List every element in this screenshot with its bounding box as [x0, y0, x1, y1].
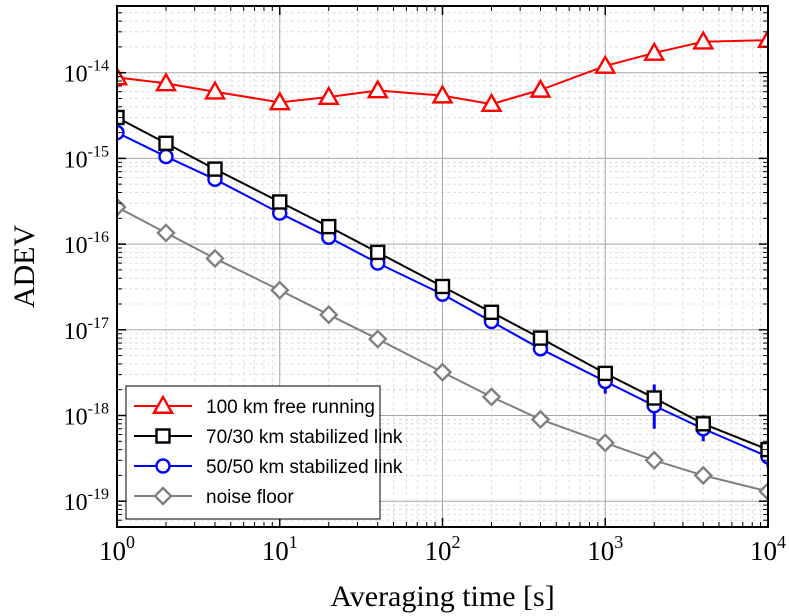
y-tick-label: 10-19: [64, 486, 109, 516]
data-point: [594, 54, 617, 74]
x-axis-title: Averaging time [s]: [330, 580, 554, 613]
data-point: [431, 84, 454, 104]
x-tick-label: 101: [262, 532, 298, 566]
legend-marker: [151, 394, 175, 414]
axis-ticks: [116, 6, 769, 527]
data-point: [692, 30, 715, 50]
data-point: [368, 329, 388, 349]
legend-label: 100 km free running: [206, 397, 375, 418]
series-layer: [117, 28, 768, 502]
data-point: [319, 305, 339, 325]
x-tick-label: 104: [750, 532, 786, 566]
data-point: [646, 390, 662, 406]
data-point: [530, 409, 551, 430]
series-noise-floor: [117, 197, 768, 502]
data-point: [272, 194, 288, 210]
data-point: [695, 416, 711, 432]
data-point: [597, 365, 613, 382]
legend: 100 km free running 70/30 km stabilized l…: [125, 385, 403, 520]
data-point: [268, 90, 291, 111]
x-tick-label: 100: [99, 532, 135, 566]
legend-marker: [155, 458, 171, 474]
legend-label: 70/30 km stabilized link: [206, 427, 403, 448]
data-point: [434, 278, 451, 295]
data-point: [532, 330, 549, 346]
legend-entry-50-50-km-stabilized-link: 50/50 km stabilized link: [134, 457, 403, 478]
data-point: [207, 161, 223, 177]
series-100-km-free-running: [117, 28, 768, 113]
data-point: [481, 387, 502, 407]
data-point: [432, 362, 453, 382]
legend-label: noise floor: [206, 487, 294, 508]
data-point: [156, 223, 176, 243]
data-point: [483, 304, 500, 321]
data-point: [205, 248, 225, 269]
legend-entry-noise-floor: noise floor: [134, 486, 294, 508]
data-point: [756, 28, 768, 49]
data-point: [480, 92, 503, 113]
y-tick-label: 10-17: [64, 315, 109, 345]
y-tick-label: 10-18: [64, 400, 109, 430]
y-tick-label: 10-15: [64, 143, 109, 173]
data-point: [370, 244, 386, 261]
tick-labels: 100 101 102 103 104 10-19 10-18 10-17 10-16 10-15…: [64, 58, 786, 566]
data-point: [158, 135, 174, 152]
data-point: [158, 148, 174, 165]
legend-marker: [153, 486, 173, 506]
legend-marker: [155, 428, 171, 444]
data-point: [317, 85, 340, 105]
y-tick-label: 10-14: [64, 58, 109, 88]
data-point: [270, 280, 290, 300]
data-point: [203, 80, 227, 100]
x-tick-label: 103: [587, 532, 623, 566]
data-point: [154, 71, 178, 92]
series-70-30-km-stabilized-link: [117, 109, 768, 458]
legend-entry-70-30-km-stabilized-link: 70/30 km stabilized link: [134, 427, 403, 448]
data-point: [595, 433, 615, 453]
data-point: [758, 481, 768, 502]
data-point: [366, 79, 389, 99]
data-point: [643, 41, 666, 61]
x-tick-label: 102: [425, 532, 461, 566]
legend-entry-100-km-free-running: 100 km free running: [134, 394, 375, 418]
y-axis-title: ADEV: [8, 225, 41, 309]
data-point: [644, 450, 664, 471]
y-tick-label: 10-16: [64, 229, 109, 259]
data-point: [693, 465, 713, 486]
legend-label: 50/50 km stabilized link: [206, 457, 403, 478]
data-point: [529, 78, 552, 98]
data-point: [321, 218, 337, 235]
